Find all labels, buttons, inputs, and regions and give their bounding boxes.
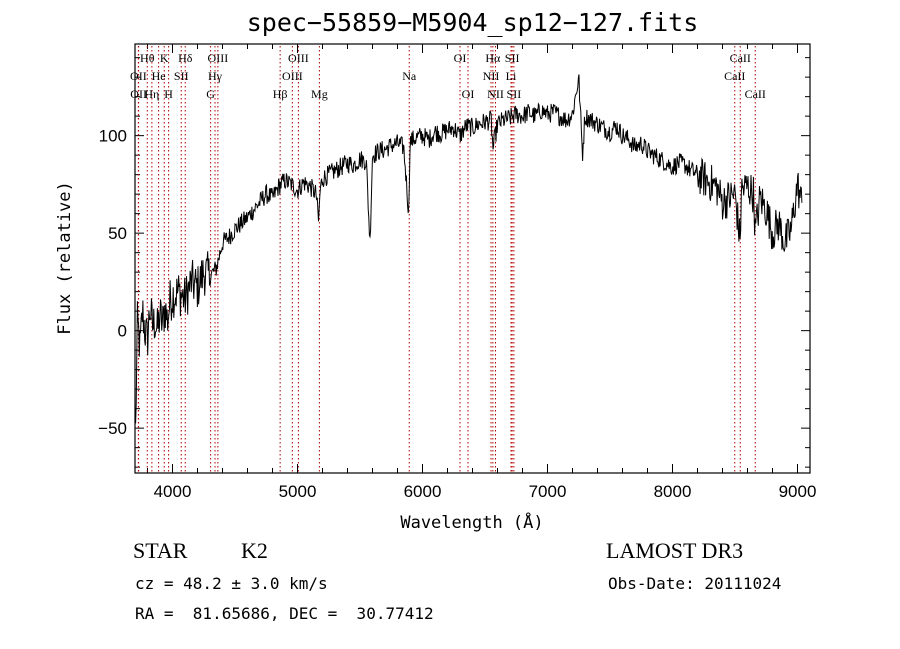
line-label: H bbox=[164, 87, 173, 101]
plot-frame bbox=[134, 43, 811, 474]
line-label: CaII bbox=[745, 87, 766, 101]
line-label: Hα bbox=[485, 51, 501, 65]
spectrum-line bbox=[135, 74, 803, 424]
line-label: OIII bbox=[282, 69, 303, 83]
line-label: Li bbox=[506, 69, 517, 83]
line-label: OI bbox=[462, 87, 475, 101]
line-label: NII bbox=[483, 69, 500, 83]
x-tick-label: 5000 bbox=[279, 482, 317, 501]
object-subclass: K2 bbox=[241, 538, 268, 563]
y-tick-label: 0 bbox=[118, 322, 127, 341]
x-tick-label: 6000 bbox=[404, 482, 442, 501]
x-axis-label: Wavelength (Å) bbox=[400, 511, 543, 533]
line-label: SII bbox=[174, 69, 189, 83]
survey-name: LAMOST DR3 bbox=[606, 538, 744, 563]
x-tick-label: 4000 bbox=[154, 482, 192, 501]
line-label: OI bbox=[454, 51, 467, 65]
line-label: CaII bbox=[730, 51, 751, 65]
line-label: Hβ bbox=[273, 87, 288, 101]
line-label: OIII bbox=[288, 51, 309, 65]
chart-title: spec−55859−M5904_sp12−127.fits bbox=[246, 8, 699, 37]
line-label: OII bbox=[130, 69, 147, 83]
line-label: Hη bbox=[144, 87, 159, 101]
y-tick-label: −50 bbox=[98, 419, 127, 438]
line-label: Hδ bbox=[178, 51, 193, 65]
emission-lines bbox=[137, 46, 756, 473]
line-label: G bbox=[206, 87, 215, 101]
x-tick-label: 9000 bbox=[779, 482, 817, 501]
line-label: K bbox=[160, 51, 169, 65]
x-tick-label: 8000 bbox=[654, 482, 692, 501]
x-axis-ticks: 4000 5000 6000 7000 8000 9000 bbox=[147, 44, 817, 501]
coordinates: RA = 81.65686, DEC = 30.77412 bbox=[135, 604, 434, 623]
line-label: OII bbox=[130, 87, 147, 101]
observation-date: Obs-Date: 20111024 bbox=[608, 574, 782, 593]
object-class: STAR bbox=[133, 538, 188, 563]
line-label: Hγ bbox=[208, 69, 223, 83]
redshift-cz: cz = 48.2 ± 3.0 km/s bbox=[135, 574, 328, 593]
line-label: SII bbox=[507, 87, 522, 101]
x-tick-label: 7000 bbox=[529, 482, 567, 501]
line-label: Hθ bbox=[140, 51, 155, 65]
y-tick-label: 100 bbox=[99, 127, 127, 146]
y-axis-ticks: −50 0 50 100 bbox=[98, 57, 810, 468]
y-axis-label: Flux (relative) bbox=[55, 181, 75, 335]
line-label: NII bbox=[487, 87, 504, 101]
line-label: Na bbox=[402, 69, 417, 83]
line-label: OIII bbox=[208, 51, 229, 65]
line-label: CaII bbox=[724, 69, 745, 83]
line-label: He bbox=[152, 69, 166, 83]
line-label: Mg bbox=[311, 87, 328, 101]
y-tick-label: 50 bbox=[108, 224, 127, 243]
line-label: SII bbox=[505, 51, 520, 65]
